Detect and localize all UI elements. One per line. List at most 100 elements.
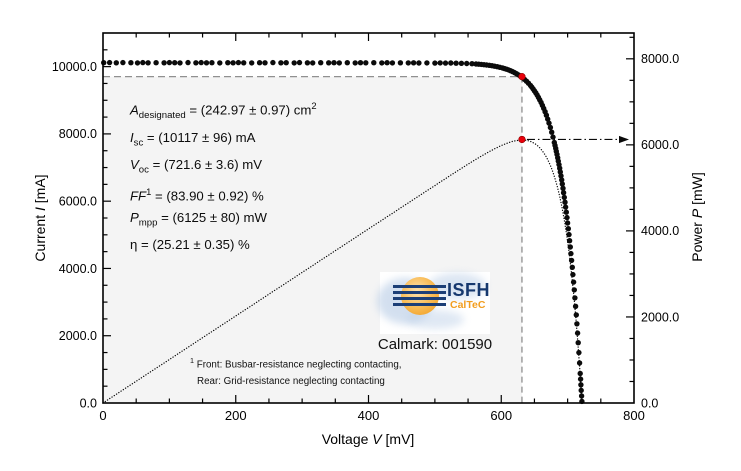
louvre-bars-icon [393, 285, 446, 306]
mpp-point-iv [518, 73, 526, 81]
mpp-point-power [518, 135, 526, 144]
iv-data-point [567, 244, 573, 250]
iv-data-point [379, 60, 385, 66]
iv-data-point [363, 60, 369, 66]
iv-data-point [336, 60, 342, 66]
iv-data-point [562, 204, 569, 210]
iv-data-point [262, 60, 268, 66]
footnote-sup: 1 [190, 356, 194, 365]
iv-data-point [304, 60, 311, 66]
iv-data-point [352, 60, 358, 66]
iv-data-point [296, 59, 303, 66]
iv-data-point [464, 60, 470, 67]
iv-data-point [469, 61, 475, 67]
iv-data-point [134, 60, 141, 66]
iv-data-point [569, 264, 575, 270]
iv-data-point [558, 173, 564, 179]
iv-data-point [270, 59, 276, 66]
iv-data-point [570, 271, 576, 278]
iv-data-point [560, 185, 566, 191]
result-line: Voc = (721.6 ± 3.6) mV [130, 156, 263, 176]
iv-data-point [397, 60, 404, 66]
iv-data-point [410, 60, 417, 66]
iv-data-point [209, 60, 215, 66]
result-line: Isc = (10117 ± 96) mA [130, 129, 256, 149]
x-tick-label: 800 [623, 408, 645, 423]
y-right-tick-label: 0.0 [641, 396, 658, 410]
iv-data-point [389, 60, 396, 66]
iv-data-point [578, 393, 585, 399]
iv-data-point [568, 257, 575, 264]
iv-data-point [161, 60, 167, 66]
iv-data-point [574, 321, 580, 327]
footnote-line-1: 1 Front: Busbar-resistance neglecting co… [190, 356, 402, 371]
iv-data-point [106, 59, 113, 66]
iv-data-point [153, 60, 159, 66]
iv-data-point [198, 59, 204, 66]
iv-data-point [235, 59, 242, 66]
iv-data-point [185, 59, 191, 66]
iv-data-point [573, 312, 579, 318]
iv-data-point [564, 220, 571, 226]
iv-data-point [193, 60, 199, 66]
iv-data-point [249, 60, 255, 66]
iv-data-point [120, 59, 126, 66]
iv-data-point [574, 330, 581, 336]
y-left-tick-label: 0.0 [80, 396, 97, 410]
iv-data-point [371, 60, 377, 66]
y-left-tick-label: 10000.0 [52, 60, 97, 74]
x-tick-label: 600 [490, 408, 512, 423]
isfh-caltec-logo: ISFH CalTeC [377, 272, 490, 334]
iv-data-point [561, 194, 567, 201]
iv-data-point [128, 60, 134, 66]
iv-data-point [203, 60, 210, 66]
logo-sub-name: CalTeC [450, 299, 486, 311]
y-left-tick-label: 8000.0 [59, 127, 97, 141]
result-line: Pmpp = (6125 ± 80) mW [130, 210, 267, 229]
iv-data-point [230, 60, 236, 66]
iv-data-point [256, 60, 263, 66]
iv-data-point [448, 60, 454, 66]
iv-data-point [318, 60, 324, 66]
pmpp-arrowhead-icon [619, 135, 629, 144]
result-line: FF1 = (83.90 ± 0.92) % [130, 186, 264, 204]
iv-data-point [424, 60, 430, 66]
iv-data-point [217, 60, 223, 66]
footnote-line-2: Rear: Grid-resistance neglecting contact… [197, 375, 385, 387]
iv-data-point [437, 60, 443, 66]
iv-data-point [416, 60, 422, 66]
iv-data-point [344, 60, 350, 66]
iv-data-point [559, 181, 565, 187]
iv-data-point [578, 387, 584, 394]
iv-data-point [278, 60, 284, 66]
result-line: Adesignated = (242.97 ± 0.97) cm2 [130, 100, 317, 122]
iv-data-point [550, 134, 556, 140]
iv-data-point [405, 60, 411, 66]
iv-data-point [563, 209, 569, 215]
iv-data-point [140, 59, 146, 66]
iv-data-point [546, 120, 552, 126]
iv-data-point [357, 60, 364, 66]
iv-data-point [576, 349, 582, 356]
y-left-tick-label: 4000.0 [59, 262, 97, 276]
iv-data-point [560, 190, 567, 196]
x-axis-title: Voltage V [mV] [322, 431, 415, 447]
iv-data-point [571, 287, 577, 293]
iv-data-point [562, 199, 568, 205]
iv-data-point [570, 279, 577, 285]
y-right-tick-label: 2000.0 [641, 310, 679, 324]
iv-data-point [575, 340, 581, 346]
iv-data-point [291, 60, 297, 66]
iv-data-point [568, 250, 574, 257]
x-tick-label: 200 [225, 408, 247, 423]
iv-data-point [442, 60, 449, 66]
iv-data-point [331, 60, 337, 66]
y-right-tick-label: 8000.0 [641, 52, 679, 66]
x-tick-label: 0 [99, 408, 106, 423]
power-curve [102, 139, 583, 404]
iv-data-point [113, 60, 120, 66]
measurement-results-block: Adesignated = (242.97 ± 0.97) cm2 Isc = (… [130, 95, 317, 256]
iv-data-point [564, 214, 570, 221]
